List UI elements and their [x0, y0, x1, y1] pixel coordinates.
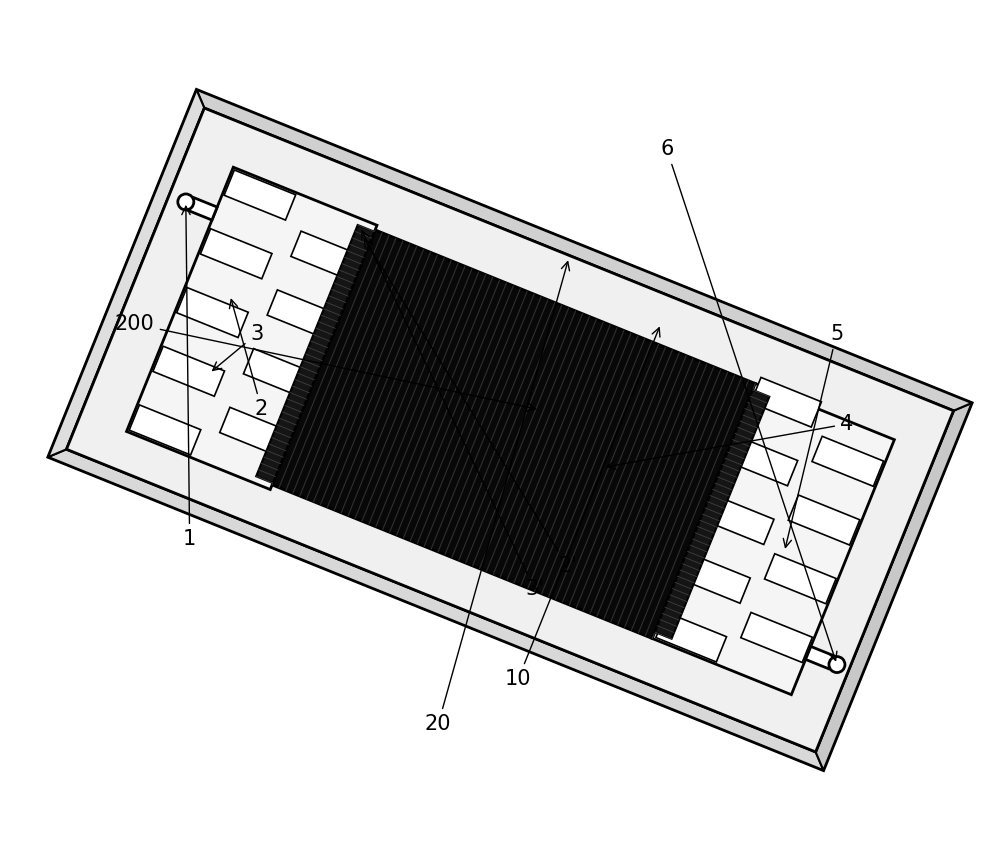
- Polygon shape: [129, 405, 201, 455]
- Polygon shape: [48, 89, 972, 771]
- Polygon shape: [66, 108, 954, 752]
- Text: 2': 2': [364, 239, 577, 576]
- Polygon shape: [751, 378, 821, 427]
- Text: 2: 2: [229, 299, 268, 419]
- Polygon shape: [177, 287, 248, 337]
- Polygon shape: [812, 436, 884, 487]
- Circle shape: [178, 194, 194, 210]
- Polygon shape: [816, 403, 972, 771]
- Text: 200: 200: [115, 314, 536, 411]
- Polygon shape: [127, 167, 377, 489]
- Polygon shape: [267, 290, 338, 340]
- Circle shape: [829, 656, 845, 673]
- Polygon shape: [291, 231, 362, 281]
- Polygon shape: [727, 436, 798, 486]
- Polygon shape: [256, 225, 374, 483]
- Polygon shape: [153, 347, 225, 396]
- Polygon shape: [272, 230, 755, 638]
- Text: 1: 1: [182, 206, 196, 549]
- Polygon shape: [656, 612, 727, 662]
- Text: 4: 4: [607, 414, 853, 470]
- Polygon shape: [741, 612, 812, 662]
- Polygon shape: [655, 390, 769, 639]
- Text: 3: 3: [213, 324, 263, 371]
- Polygon shape: [66, 108, 954, 752]
- Polygon shape: [703, 494, 774, 544]
- Polygon shape: [197, 89, 972, 411]
- Polygon shape: [48, 449, 823, 771]
- Polygon shape: [220, 408, 290, 457]
- Text: 20: 20: [425, 261, 570, 734]
- Text: 3': 3': [362, 231, 544, 599]
- Text: 6: 6: [660, 139, 837, 660]
- Polygon shape: [765, 554, 836, 604]
- Text: 10: 10: [505, 328, 660, 689]
- Polygon shape: [680, 554, 750, 603]
- Polygon shape: [200, 229, 272, 279]
- Polygon shape: [788, 495, 860, 545]
- Polygon shape: [806, 647, 834, 669]
- Polygon shape: [48, 89, 204, 457]
- Polygon shape: [243, 348, 314, 398]
- Polygon shape: [224, 170, 296, 220]
- Polygon shape: [189, 198, 217, 220]
- Polygon shape: [652, 384, 894, 695]
- Text: 5: 5: [783, 324, 843, 548]
